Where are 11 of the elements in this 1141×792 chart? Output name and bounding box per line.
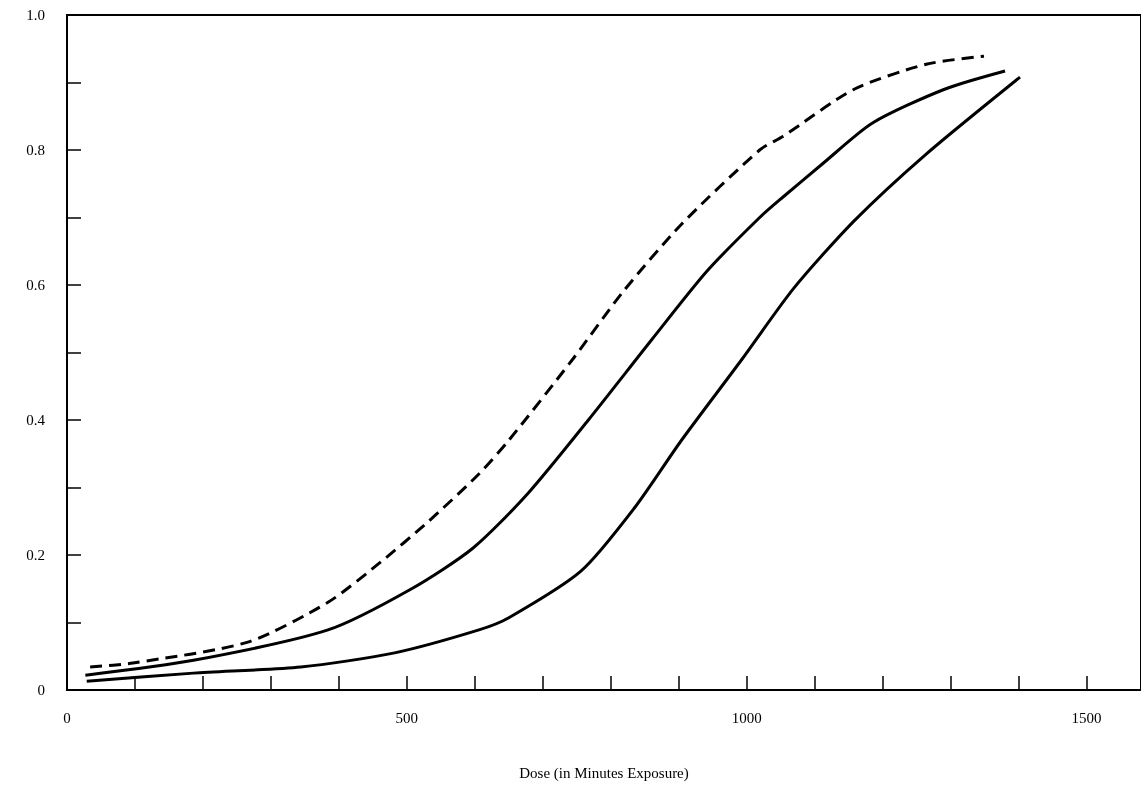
- y-tick-label: 0: [37, 682, 45, 698]
- x-tick-label: 1500: [1071, 709, 1102, 726]
- x-tick-label: 0: [63, 709, 71, 726]
- y-tick-label: 0.8: [26, 142, 45, 158]
- y-tick-label: 0.6: [26, 277, 46, 293]
- x-tick-label: 1000: [731, 709, 762, 726]
- y-tick-label: 0.2: [26, 547, 45, 563]
- y-tick-label: 1.0: [26, 7, 45, 23]
- x-axis-title: Dose (in Minutes Exposure): [519, 764, 689, 782]
- x-tick-label: 500: [395, 709, 419, 726]
- y-tick-label: 0.4: [26, 412, 46, 428]
